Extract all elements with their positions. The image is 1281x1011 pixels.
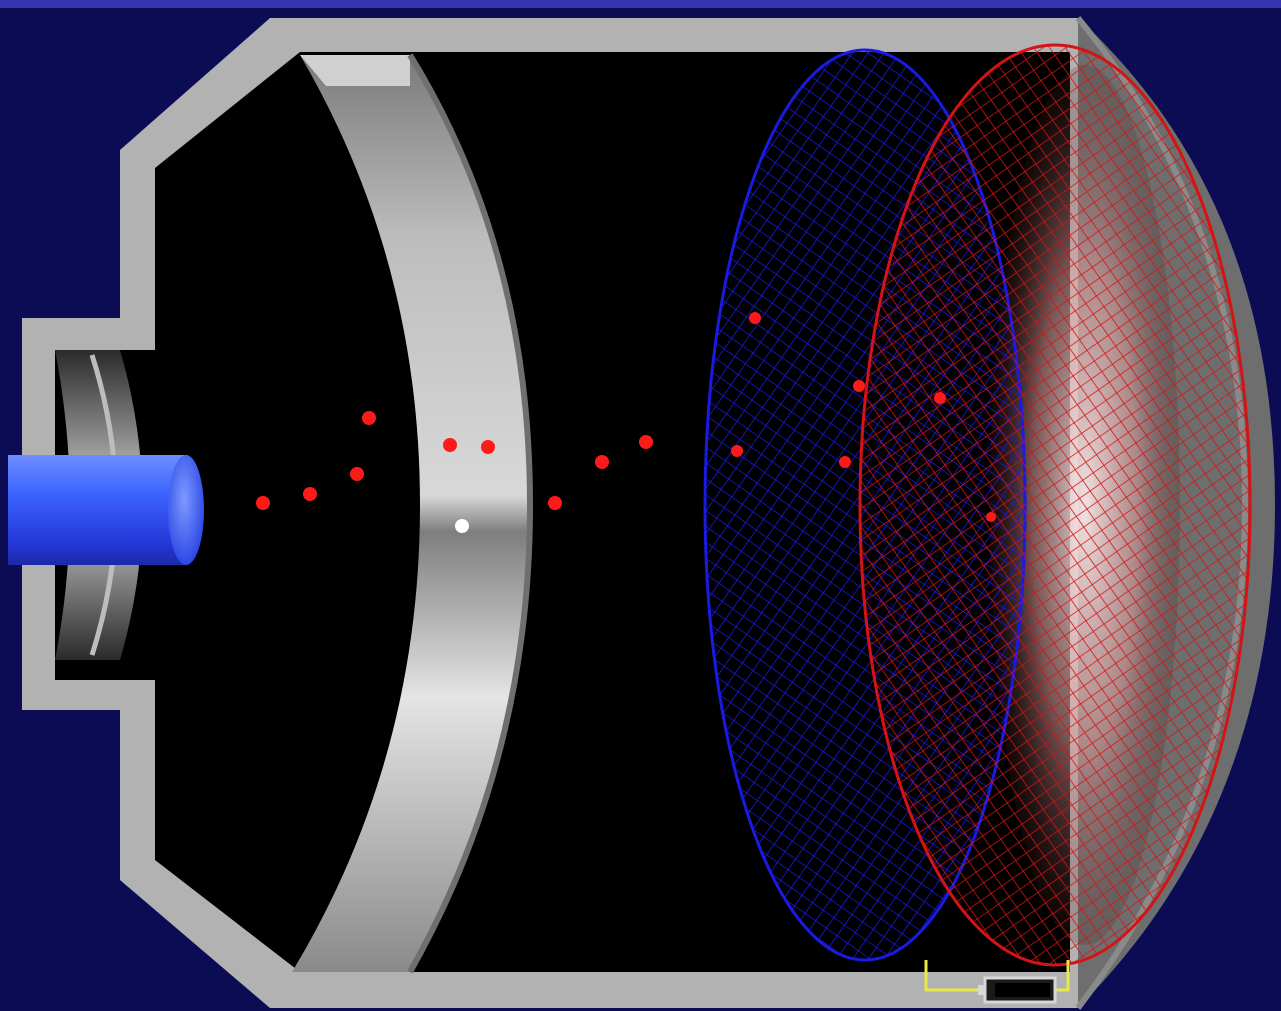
circuit-wire	[924, 960, 1070, 992]
ion-particle	[443, 438, 457, 452]
neutral-particle	[455, 519, 469, 533]
ion-particle	[731, 445, 743, 457]
extraction-lens	[292, 55, 530, 972]
ion-particle	[481, 440, 495, 454]
ion-particle	[595, 455, 609, 469]
ion-particle	[839, 456, 851, 468]
ion-particle	[749, 312, 761, 324]
ion-particle	[986, 512, 996, 522]
ion-particle	[303, 487, 317, 501]
ion-particle	[256, 496, 270, 510]
extraction-lens-edge	[407, 53, 534, 974]
ion-source-cap	[168, 455, 204, 565]
battery-icon	[978, 976, 1057, 1004]
ion-particle	[362, 411, 376, 425]
extraction-lens-face	[300, 55, 410, 86]
ion-particle	[350, 467, 364, 481]
ion-particle	[548, 496, 562, 510]
ion-particle	[639, 435, 653, 449]
top-edge-line	[0, 0, 1281, 8]
ion-particle	[853, 380, 865, 392]
ion-source-icon	[8, 455, 188, 565]
bias-circuit	[924, 960, 1070, 1004]
ion-particles	[256, 312, 996, 522]
ion-particle	[934, 392, 946, 404]
decelerator-grid-red	[858, 43, 1252, 967]
